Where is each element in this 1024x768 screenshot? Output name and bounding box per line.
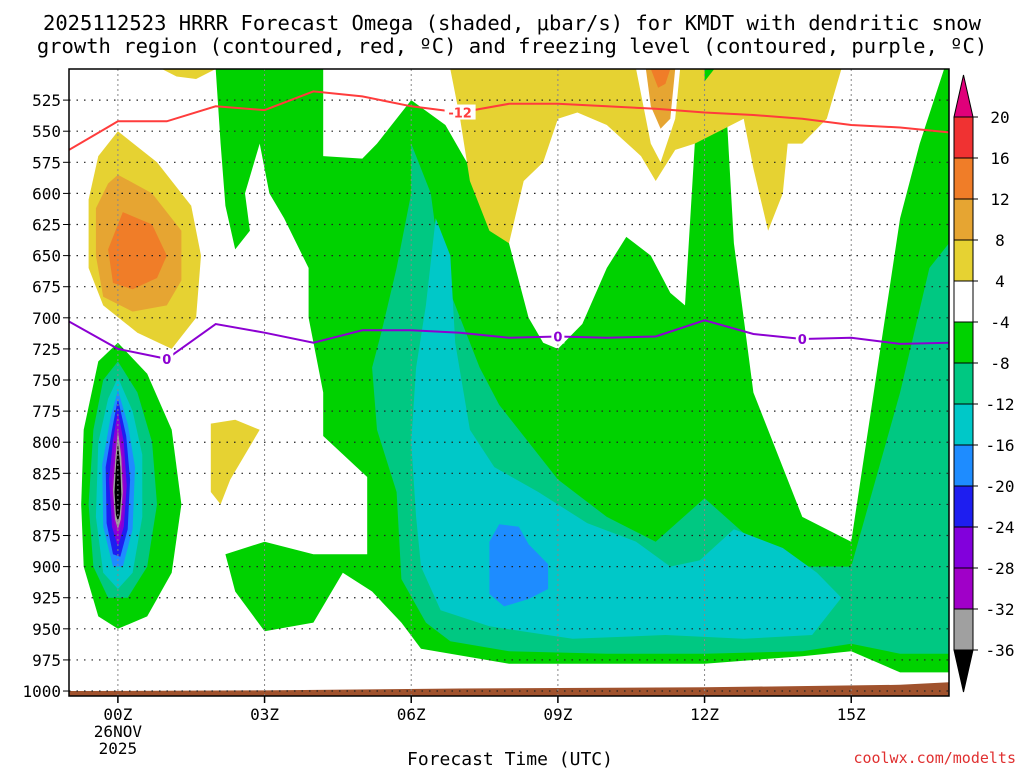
colorbar-bin-5 [953, 321, 974, 364]
y-tick-label-550: 550 [32, 122, 61, 141]
contour-label-1-1: 0 [553, 330, 562, 345]
y-tick-label-725: 725 [32, 340, 61, 359]
colorbar-bin-6 [953, 362, 974, 405]
colorbar-bin-8 [953, 444, 974, 487]
colorbar-label-3: 8 [995, 231, 1005, 250]
shaded-region-18 [645, 69, 676, 129]
contour-label-1-0: 0 [162, 353, 171, 368]
colorbar: 20 16 12 8 4 -4 -8 -12 -16 -20 -24 -28 -32 -36 [953, 74, 1015, 693]
colorbar-bin-1 [953, 157, 974, 200]
contour-lines: -12 0 0 0 [69, 90, 949, 368]
colorbar-bin-3 [953, 239, 974, 282]
contour-label-bg-0-0 [444, 104, 476, 120]
y-tick-label-575: 575 [32, 153, 61, 172]
y-tick-label-700: 700 [32, 309, 61, 328]
y-tick-label-975: 975 [32, 651, 61, 670]
x-tick-date: 26NOV [94, 722, 143, 741]
colorbar-label-13: -36 [986, 641, 1015, 660]
y-tick-label-650: 650 [32, 247, 61, 266]
colorbar-bin-2 [953, 198, 974, 241]
colorbar-bin-9 [953, 485, 974, 528]
shaded-region-3 [489, 524, 549, 607]
x-tick-label-00Z: 00Z [103, 705, 132, 724]
colorbar-label-7: -12 [986, 395, 1015, 414]
y-tick-label-625: 625 [32, 216, 61, 235]
x-tick-year: 2025 [99, 739, 138, 758]
y-tick-label-775: 775 [32, 402, 61, 421]
contour-label-bg-1-1 [551, 328, 565, 344]
y-tick-label-875: 875 [32, 527, 61, 546]
contour-label-1-2: 0 [798, 333, 807, 348]
y-tick-label-600: 600 [32, 184, 61, 203]
contour-line-0 [69, 90, 949, 151]
y-tick-label-825: 825 [32, 464, 61, 483]
x-tick-label-12Z: 12Z [690, 705, 719, 724]
chart-title-line-2: growth region (contoured, red, ºC) and f… [37, 34, 987, 58]
chart-title-line-1: 2025112523 HRRR Forecast Omega (shaded, … [43, 11, 982, 35]
colorbar-label-6: -8 [990, 354, 1009, 373]
y-tick-label-925: 925 [32, 589, 61, 608]
colorbar-label-0: 20 [990, 108, 1009, 127]
y-tick-label-950: 950 [32, 620, 61, 639]
colorbar-bin-7 [953, 403, 974, 446]
ground-fill [69, 682, 949, 696]
contour-label-0-0: -12 [448, 107, 472, 122]
colorbar-label-11: -28 [986, 559, 1015, 578]
shaded-region-19 [650, 69, 671, 88]
y-tick-label-750: 750 [32, 371, 61, 390]
x-tick-label-03Z: 03Z [250, 705, 279, 724]
colorbar-label-1: 16 [990, 149, 1009, 168]
omega-shading [81, 69, 949, 673]
y-axis-ticks: 525 550 575 600 625 650 675 700 725 750 775 800 825 8… [22, 91, 69, 701]
colorbar-bin-12 [953, 608, 974, 651]
colorbar-bin-11 [953, 567, 974, 610]
colorbar-label-2: 12 [990, 190, 1009, 209]
x-axis-label: Forecast Time (UTC) [407, 749, 613, 768]
y-tick-label-900: 900 [32, 558, 61, 577]
x-tick-label-06Z: 06Z [397, 705, 426, 724]
colorbar-bottom-arrow [953, 649, 974, 693]
y-tick-label-1000: 1000 [22, 682, 61, 701]
colorbar-label-5: -4 [990, 313, 1009, 332]
y-tick-label-675: 675 [32, 278, 61, 297]
colorbar-bin-4 [953, 280, 974, 323]
colorbar-label-8: -16 [986, 436, 1015, 455]
colorbar-bin-10 [953, 526, 974, 569]
colorbar-label-4: 4 [995, 272, 1005, 291]
y-tick-label-850: 850 [32, 495, 61, 514]
plot-area: -12 0 0 0 [68, 68, 950, 697]
colorbar-label-9: -20 [986, 477, 1015, 496]
shaded-region-15 [108, 212, 167, 290]
colorbar-top-arrow [953, 74, 974, 118]
contour-label-bg-1-0 [160, 350, 174, 366]
colorbar-label-10: -24 [986, 518, 1015, 537]
shaded-region-12 [114, 442, 122, 522]
colorbar-bin-0 [953, 116, 974, 159]
y-tick-label-800: 800 [32, 433, 61, 452]
x-tick-label-09Z: 09Z [543, 705, 572, 724]
plot-frame [68, 68, 950, 697]
shaded-region-20 [161, 69, 216, 79]
shaded-region-16 [210, 419, 260, 505]
credit-text: coolwx.com/modelts [853, 749, 1016, 767]
x-tick-label-15Z: 15Z [837, 705, 866, 724]
y-tick-label-525: 525 [32, 91, 61, 110]
colorbar-label-12: -32 [986, 600, 1015, 619]
ground-surface [69, 682, 949, 696]
shaded-region-17 [450, 69, 842, 244]
contour-label-bg-1-2 [795, 330, 809, 346]
